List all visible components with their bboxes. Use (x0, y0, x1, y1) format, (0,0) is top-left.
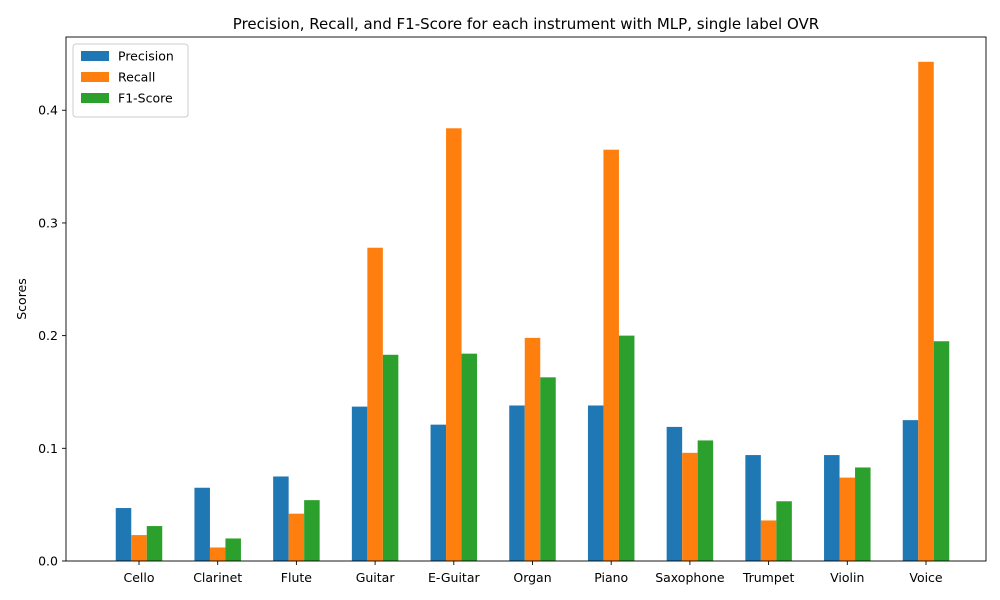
bar-precision-voice (902, 420, 919, 561)
bar-f1-score-trumpet (776, 501, 792, 561)
plot-frame (65, 36, 987, 562)
legend: Precision Recall F1-Score (72, 43, 189, 118)
x-tick-label: Piano (594, 570, 628, 585)
bar-f1-score-saxophone (697, 440, 714, 561)
bar-f1-score-cello (146, 526, 163, 561)
y-tick-label: 0.1 (38, 441, 58, 456)
x-tick-label: Saxophone (655, 570, 725, 585)
chart-title: Precision, Recall, and F1-Score for each… (233, 15, 819, 33)
legend-label-f1-score: F1-Score (118, 91, 173, 106)
bars-layer (115, 61, 950, 562)
x-tick-label: Cello (123, 570, 154, 585)
bar-recall-violin (839, 477, 856, 561)
bar-recall-saxophone (682, 452, 698, 561)
x-tick-label: Clarinet (193, 570, 242, 585)
bar-f1-score-voice (933, 341, 950, 561)
x-tick-label: Violin (830, 570, 864, 585)
bar-precision-cello (115, 508, 132, 561)
y-tick-label: 0.4 (38, 103, 58, 118)
bar-f1-score-e-guitar (461, 353, 478, 561)
legend-swatch-precision (81, 51, 109, 61)
legend-label-recall: Recall (118, 70, 155, 85)
x-tick-label: Organ (513, 570, 551, 585)
bar-precision-e-guitar (430, 424, 447, 561)
x-tick-label: Guitar (356, 570, 396, 585)
bar-f1-score-clarinet (225, 538, 241, 561)
bar-precision-trumpet (745, 455, 761, 561)
bar-recall-piano (603, 149, 619, 561)
bar-precision-piano (587, 405, 604, 561)
bar-recall-guitar (367, 247, 383, 562)
bar-precision-organ (509, 405, 525, 561)
bar-recall-trumpet (760, 520, 777, 561)
y-axis-title: Scores (14, 278, 29, 320)
y-tick-label: 0.3 (38, 215, 58, 230)
bar-precision-saxophone (666, 426, 683, 561)
x-tick-label: Voice (909, 570, 943, 585)
bar-recall-e-guitar (446, 128, 462, 561)
bar-precision-violin (824, 455, 840, 561)
bar-f1-score-violin (855, 467, 871, 561)
bar-recall-cello (131, 535, 147, 561)
bar-f1-score-guitar (382, 354, 399, 561)
bar-recall-voice (918, 61, 934, 561)
bar-recall-clarinet (209, 547, 226, 561)
bar-f1-score-organ (540, 377, 556, 561)
x-tick-label: Trumpet (742, 570, 795, 585)
legend-swatch-f1-score (81, 93, 109, 103)
bar-precision-clarinet (194, 487, 210, 561)
legend-swatch-recall (81, 72, 109, 82)
bar-f1-score-flute (304, 500, 320, 561)
y-tick-label: 0.0 (38, 554, 58, 569)
x-tick-label: E-Guitar (428, 570, 481, 585)
bar-precision-flute (273, 476, 289, 561)
bar-f1-score-piano (618, 335, 635, 561)
y-tick-label: 0.2 (38, 328, 58, 343)
x-tick-label: Flute (281, 570, 312, 585)
bar-recall-flute (288, 513, 305, 561)
legend-label-precision: Precision (118, 49, 174, 64)
axes-layer: 0.0 0.1 0.2 0.3 0.4 Cello Clarinet Flute Guitar E… (38, 36, 987, 585)
bar-precision-guitar (351, 406, 368, 561)
bar-recall-organ (524, 337, 541, 561)
